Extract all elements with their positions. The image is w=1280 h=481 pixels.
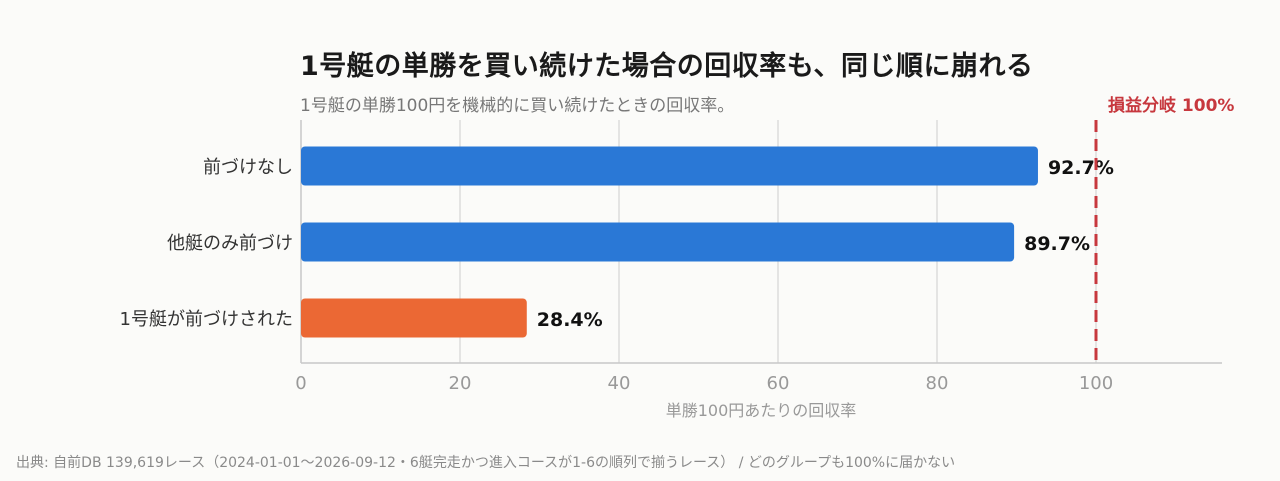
- category-label-0: 前づけなし: [203, 157, 293, 178]
- category-label-2: 1号艇が前づけされた: [120, 309, 293, 330]
- value-label-2: 28.4%: [537, 309, 603, 331]
- x-tick-label-0: 0: [295, 373, 306, 394]
- x-tick-label-40: 40: [608, 373, 631, 394]
- x-axis-title: 単勝100円あたりの回収率: [666, 401, 857, 420]
- bar-0: [301, 146, 1038, 186]
- x-tick-label-20: 20: [449, 373, 472, 394]
- category-label-1: 他艇のみ前づけ: [167, 233, 293, 254]
- breakeven-label: 損益分岐 100%: [1108, 95, 1234, 116]
- x-tick-label-60: 60: [767, 373, 790, 394]
- x-tick-label-80: 80: [926, 373, 949, 394]
- bar-1: [301, 222, 1015, 262]
- value-label-1: 89.7%: [1024, 233, 1090, 255]
- chart-subtitle: 1号艇の単勝100円を機械的に買い続けたときの回収率。: [300, 96, 735, 116]
- x-tick-label-100: 100: [1079, 373, 1113, 394]
- bar-2: [301, 298, 527, 338]
- value-label-0: 92.7%: [1048, 157, 1114, 179]
- chart-title: 1号艇の単勝を買い続けた場合の回収率も、同じ順に崩れる: [300, 51, 1034, 82]
- source-note: 出典: 自前DB 139,619レース（2024-01-01〜2026-09-1…: [16, 455, 956, 471]
